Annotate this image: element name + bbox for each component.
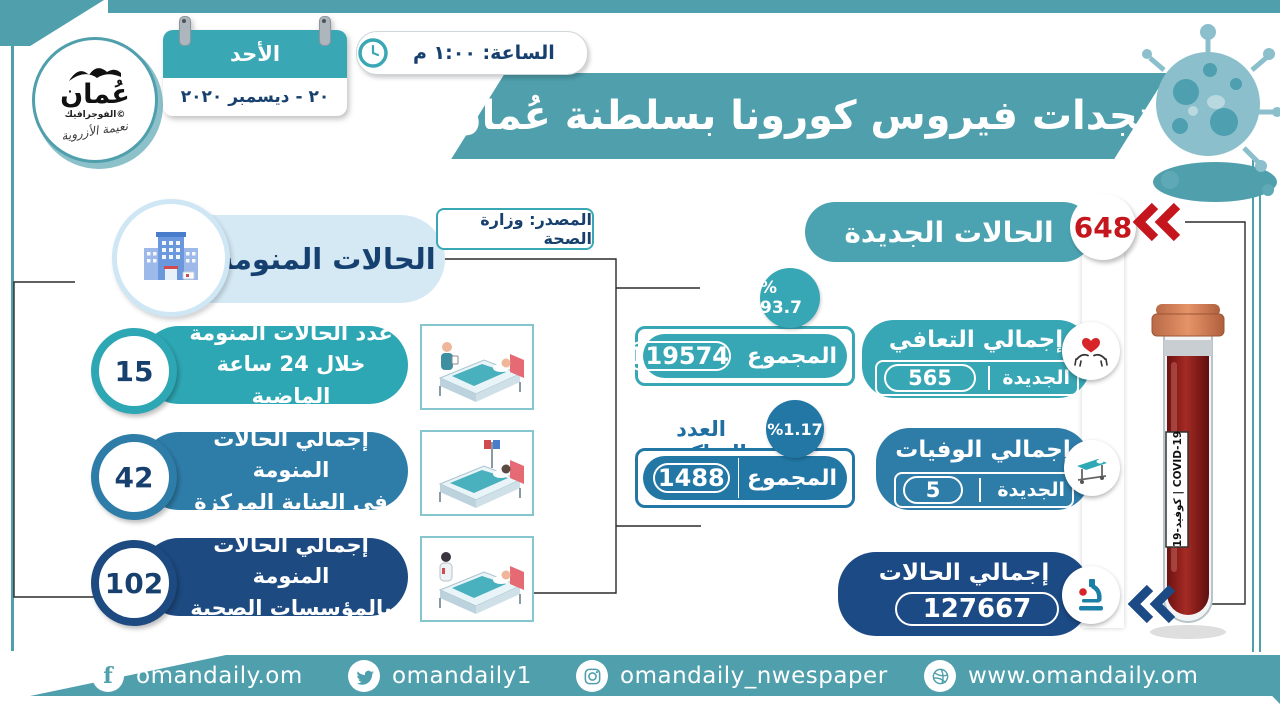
oman-daily-logo: عُمان الفوجرافيك© نعيمة الأزروية — [32, 37, 158, 163]
recovery-total-box: المجموع 119574 — [626, 326, 855, 386]
instagram-icon — [576, 660, 608, 692]
patient-bed-doctor-illustration — [420, 324, 534, 410]
logo-title: عُمان — [60, 78, 130, 110]
calendar-day: الأحد — [163, 30, 347, 78]
virus-illustration — [1142, 24, 1280, 202]
navy-chevrons-icon — [1128, 584, 1176, 624]
deaths-pill: إجمالي الوفيات الجديدة 5 — [876, 428, 1090, 510]
footer-instagram[interactable]: omandaily_nwespaper — [576, 658, 888, 694]
footer-facebook[interactable]: f omandaily.om — [92, 658, 303, 694]
divider — [737, 458, 740, 498]
row3-line2: بالمؤسسات الصحية — [190, 595, 392, 620]
row1-line1: عدد الحالات المنومة — [189, 320, 393, 345]
row2-line2: في العناية المركزة — [194, 489, 388, 514]
calendar-widget: الأحد ٢٠ - ديسمبر ٢٠٢٠ — [163, 16, 347, 118]
footer-website[interactable]: www.omandaily.om — [924, 658, 1198, 694]
hospital-building-icon — [112, 199, 230, 317]
deaths-value-row: الجديدة 5 — [894, 472, 1074, 508]
deaths-sub-label: الجديدة — [997, 479, 1065, 501]
logo-bird-icon — [69, 67, 121, 81]
total-cases-value: 127667 — [895, 592, 1059, 626]
source-box: المصدر: وزارة الصحة — [436, 208, 594, 250]
icu-bed-illustration — [420, 430, 534, 516]
calendar-pin-left — [179, 16, 191, 46]
row1-line2: خلال 24 ساعة الماضية — [216, 352, 366, 408]
instagram-handle: omandaily_nwespaper — [620, 663, 888, 689]
title-banner: مستجدات فيروس كورونا بسلطنة عُمان — [447, 73, 1220, 159]
deaths-total-label: المجموع — [747, 465, 837, 491]
stretcher-icon — [1064, 440, 1120, 496]
nurse-bed-illustration — [420, 536, 534, 622]
calendar-pin-right — [319, 16, 331, 46]
hospitalized-row-1: عدد الحالات المنومة خلال 24 ساعة الماضية — [140, 321, 408, 408]
right-column-spine — [1082, 230, 1124, 628]
recovery-pill: إجمالي التعافي الجديدة 565 — [862, 320, 1090, 398]
facebook-icon: f — [92, 660, 124, 692]
logo-subtitle: الفوجرافيك© — [64, 109, 126, 120]
blood-tube-illustration: كوفيد-19 | COVID-19 — [1150, 304, 1226, 639]
logo-signature: نعيمة الأزروية — [60, 118, 130, 143]
website-url: www.omandaily.om — [968, 663, 1199, 689]
row2-value-circle: 42 — [91, 434, 177, 520]
deaths-label: إجمالي الوفيات — [895, 437, 1071, 463]
deaths-total-box: المجموع 1488 — [635, 448, 855, 508]
deaths-total-value: 1488 — [653, 463, 730, 493]
new-cases-value: 648 — [1070, 194, 1136, 260]
red-chevrons-icon — [1133, 202, 1181, 242]
facebook-handle: omandaily.om — [136, 663, 303, 689]
right-border-line-outer — [1252, 160, 1254, 652]
divider — [988, 366, 991, 390]
source-label: المصدر: وزارة الصحة — [480, 210, 592, 248]
recovery-total-label: المجموع — [747, 343, 837, 369]
right-border-line-inner — [1259, 160, 1261, 652]
row2-line1: إجمالي الحالات المنومة — [213, 426, 369, 483]
recovery-label: إجمالي التعافي — [888, 327, 1064, 353]
deaths-value: 5 — [903, 476, 963, 504]
microscope-icon — [1062, 566, 1120, 624]
left-border-line — [11, 13, 14, 651]
top-border-strip — [108, 0, 1280, 13]
time-label: الساعة: ١:٠٠ م — [413, 42, 555, 64]
recovery-value: 565 — [884, 364, 976, 392]
globe-icon — [924, 660, 956, 692]
page-title: مستجدات فيروس كورونا بسلطنة عُمان — [447, 93, 1220, 139]
tube-label: كوفيد-19 | COVID-19 — [1172, 431, 1184, 547]
total-cases-pill: إجمالي الحالات 127667 — [838, 552, 1090, 636]
hospitalized-row-2: إجمالي الحالات المنومة في العناية المركز… — [140, 427, 408, 514]
clock-icon — [358, 38, 388, 68]
twitter-handle: omandaily1 — [392, 663, 532, 689]
row3-line1: إجمالي الحالات المنومة — [213, 532, 369, 589]
hospitalized-row-3: إجمالي الحالات المنومة بالمؤسسات الصحية — [140, 533, 408, 620]
recovery-sub-label: الجديدة — [1002, 367, 1070, 389]
twitter-icon — [348, 660, 380, 692]
total-cases-label: إجمالي الحالات — [878, 560, 1050, 586]
divider — [979, 478, 982, 502]
footer-twitter[interactable]: omandaily1 — [348, 658, 532, 694]
calendar-date: ٢٠ - ديسمبر ٢٠٢٠ — [163, 78, 347, 116]
recovery-total-value: 119574 — [626, 341, 732, 371]
recovery-value-row: الجديدة 565 — [875, 360, 1079, 396]
time-box: الساعة: ١:٠٠ م — [356, 31, 588, 75]
row3-value-circle: 102 — [91, 540, 177, 626]
row1-value-circle: 15 — [91, 328, 177, 414]
new-cases-header: الحالات الجديدة — [805, 202, 1093, 262]
footer-bar — [30, 655, 1280, 696]
deaths-percent-badge: %1.17 — [766, 400, 824, 458]
recovery-percent-badge: % 93.7 — [760, 268, 820, 328]
heart-hands-icon — [1062, 322, 1120, 380]
